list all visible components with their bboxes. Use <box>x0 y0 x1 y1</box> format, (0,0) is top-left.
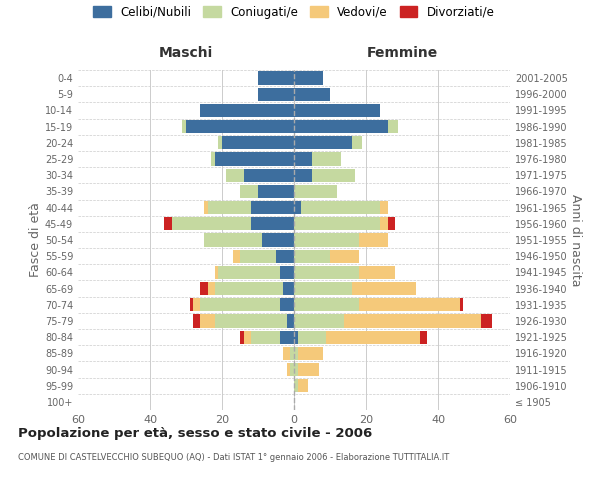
Text: Popolazione per età, sesso e stato civile - 2006: Popolazione per età, sesso e stato civil… <box>18 428 372 440</box>
Bar <box>388 217 395 230</box>
Bar <box>298 330 326 344</box>
Bar <box>215 314 287 328</box>
Bar <box>420 330 427 344</box>
Bar <box>283 282 294 295</box>
Bar <box>251 201 294 214</box>
Text: COMUNE DI CASTELVECCHIO SUBEQUO (AQ) - Dati ISTAT 1° gennaio 2006 - Elaborazione: COMUNE DI CASTELVECCHIO SUBEQUO (AQ) - D… <box>18 452 449 462</box>
Bar <box>280 266 294 279</box>
Bar <box>312 168 355 182</box>
Bar <box>258 88 294 101</box>
Bar <box>312 152 341 166</box>
Bar <box>164 217 172 230</box>
Bar <box>294 234 359 246</box>
Bar <box>200 298 280 312</box>
Bar <box>193 298 200 312</box>
Bar <box>193 314 200 328</box>
Bar <box>294 266 359 279</box>
Bar <box>240 250 276 263</box>
Bar <box>208 282 215 295</box>
Bar <box>287 314 294 328</box>
Bar <box>344 314 481 328</box>
Bar <box>244 168 294 182</box>
Bar <box>294 201 301 214</box>
Bar <box>294 168 312 182</box>
Bar <box>287 363 290 376</box>
Bar <box>294 120 388 134</box>
Bar <box>294 152 312 166</box>
Bar <box>226 168 244 182</box>
Bar <box>258 185 294 198</box>
Bar <box>280 330 294 344</box>
Bar <box>200 282 208 295</box>
Bar <box>258 72 294 85</box>
Bar <box>276 250 294 263</box>
Bar <box>294 72 323 85</box>
Bar <box>294 250 330 263</box>
Bar <box>460 298 463 312</box>
Y-axis label: Fasce di età: Fasce di età <box>29 202 42 278</box>
Bar <box>208 201 251 214</box>
Bar <box>280 298 294 312</box>
Bar <box>294 298 359 312</box>
Bar <box>330 250 359 263</box>
Bar <box>294 363 298 376</box>
Bar <box>186 120 294 134</box>
Bar <box>215 266 218 279</box>
Bar <box>218 136 222 149</box>
Bar <box>290 346 294 360</box>
Text: Maschi: Maschi <box>159 46 213 60</box>
Bar <box>294 346 298 360</box>
Bar <box>240 185 258 198</box>
Bar <box>359 266 395 279</box>
Bar <box>294 88 330 101</box>
Bar <box>388 120 398 134</box>
Bar <box>359 234 388 246</box>
Bar <box>380 201 388 214</box>
Bar <box>222 136 294 149</box>
Bar <box>204 201 208 214</box>
Bar <box>218 266 280 279</box>
Bar <box>380 217 388 230</box>
Bar <box>233 250 240 263</box>
Bar <box>481 314 492 328</box>
Bar <box>244 330 251 344</box>
Bar <box>240 330 244 344</box>
Bar <box>298 363 319 376</box>
Bar <box>190 298 193 312</box>
Bar <box>215 282 283 295</box>
Text: Femmine: Femmine <box>367 46 437 60</box>
Bar <box>172 217 251 230</box>
Bar <box>298 379 308 392</box>
Bar <box>182 120 186 134</box>
Bar <box>294 217 380 230</box>
Y-axis label: Anni di nascita: Anni di nascita <box>569 194 581 286</box>
Bar <box>294 185 337 198</box>
Legend: Celibi/Nubili, Coniugati/e, Vedovi/e, Divorziati/e: Celibi/Nubili, Coniugati/e, Vedovi/e, Di… <box>89 1 499 24</box>
Bar <box>352 136 362 149</box>
Bar <box>200 104 294 117</box>
Bar <box>211 152 215 166</box>
Bar <box>294 136 352 149</box>
Bar <box>294 282 352 295</box>
Bar <box>352 282 416 295</box>
Bar <box>200 314 215 328</box>
Bar <box>359 298 460 312</box>
Bar <box>294 330 298 344</box>
Bar <box>301 201 380 214</box>
Bar <box>251 330 280 344</box>
Bar <box>294 379 298 392</box>
Bar <box>294 314 344 328</box>
Bar <box>326 330 420 344</box>
Bar <box>290 363 294 376</box>
Bar <box>204 234 262 246</box>
Bar <box>262 234 294 246</box>
Bar <box>298 346 323 360</box>
Bar <box>294 104 380 117</box>
Bar <box>215 152 294 166</box>
Bar <box>283 346 290 360</box>
Bar <box>251 217 294 230</box>
